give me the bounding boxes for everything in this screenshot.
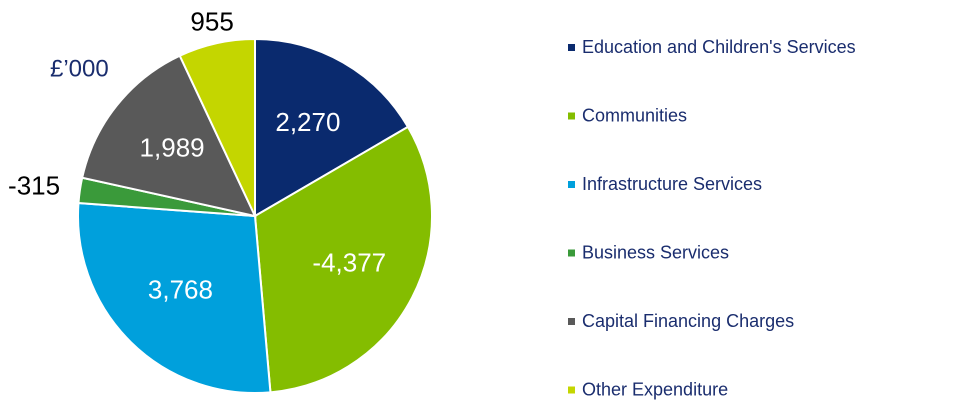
data-label: -315 xyxy=(8,170,60,200)
pie-slice xyxy=(253,125,433,394)
data-label: -4,377 xyxy=(312,248,386,278)
legend-swatch xyxy=(568,386,575,394)
legend-label: Capital Financing Charges xyxy=(582,311,794,331)
unit-label: £’000 xyxy=(50,55,109,82)
data-label: 955 xyxy=(190,7,233,37)
legend-swatch xyxy=(568,318,575,325)
legend-swatch xyxy=(568,44,575,51)
legend-label: Education and Children's Services xyxy=(582,37,856,57)
legend-swatch xyxy=(568,181,575,188)
legend-label: Other Expenditure xyxy=(582,379,728,399)
legend-swatch xyxy=(568,249,575,257)
legend-label: Business Services xyxy=(582,242,729,262)
data-label: 2,270 xyxy=(275,107,340,137)
legend-swatch xyxy=(568,112,575,120)
legend-label: Communities xyxy=(582,105,687,125)
data-label: 1,989 xyxy=(140,133,205,163)
pie-slice xyxy=(80,54,257,218)
pie-slice xyxy=(254,37,410,218)
legend-label: Infrastructure Services xyxy=(582,174,762,194)
pie-slice xyxy=(77,201,272,394)
pie-slice xyxy=(178,37,256,217)
data-label: 3,768 xyxy=(148,274,213,304)
